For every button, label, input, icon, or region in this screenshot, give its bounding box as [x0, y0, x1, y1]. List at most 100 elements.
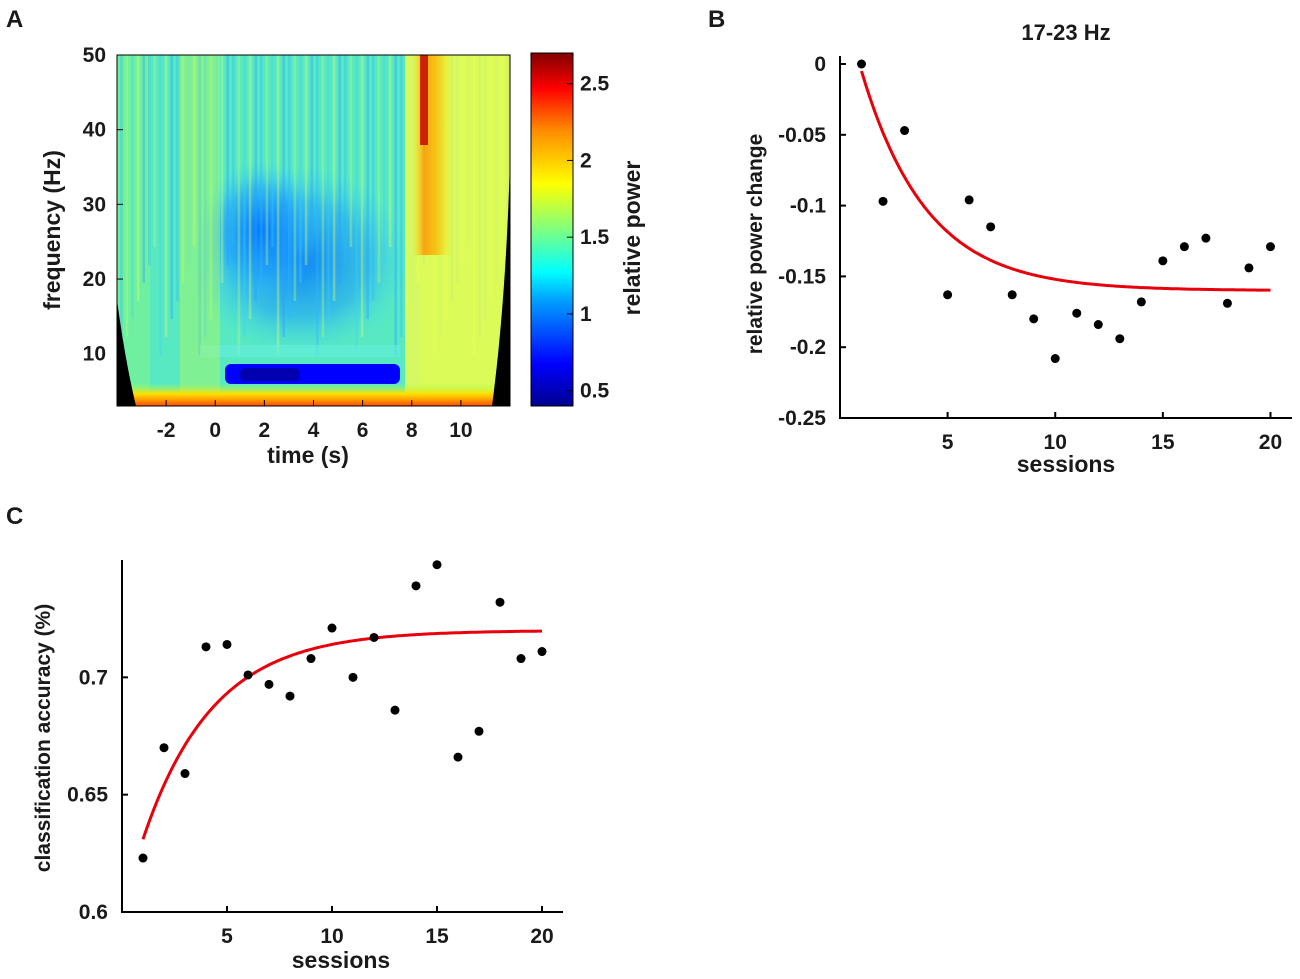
heatmap-y-tick-label: 50	[83, 44, 106, 67]
panel-label-c: C	[6, 503, 23, 530]
heatmap-x-tick-label: 10	[449, 419, 472, 442]
panel-c-axes	[121, 560, 563, 913]
panel-c-data-point	[180, 769, 190, 779]
colorbar	[530, 52, 574, 407]
panel-c-data-point	[159, 743, 169, 753]
panel-b-y-label: relative power change	[744, 134, 767, 355]
heatmap-texture-streak	[304, 55, 308, 265]
heatmap-texture-streak	[125, 55, 129, 337]
panel-c-data-point	[432, 560, 442, 570]
panel-b-fit-line	[860, 70, 1271, 292]
panel-c-data-point	[306, 654, 316, 664]
heatmap-texture-streak	[142, 55, 145, 283]
heatmap-y-tick-label: 30	[83, 193, 106, 216]
heatmap-texture-streak	[372, 55, 375, 301]
heatmap-x-tick-label: 4	[308, 419, 320, 442]
heatmap-x-label: time (s)	[267, 442, 349, 468]
panel-b-data-point	[1136, 297, 1146, 307]
panel-c-data-point	[222, 639, 232, 649]
panel-b-fit-curve	[860, 70, 1271, 292]
panel-c-x-tick-label: 15	[425, 925, 449, 948]
heatmap-texture-streak	[388, 55, 392, 247]
heatmap-texture-streak	[299, 55, 302, 283]
panel-c-y-label: classification accuracy (%)	[32, 604, 55, 872]
panel-c-data-point	[390, 705, 400, 715]
heatmap-texture-streak	[282, 55, 285, 337]
heatmap-texture-streak	[327, 55, 330, 319]
panel-b-data-point	[1050, 354, 1060, 364]
panel-b-data-point	[986, 222, 996, 232]
heatmap-texture-streak	[148, 55, 151, 265]
heatmap-texture-streak	[310, 55, 313, 247]
heatmap-texture-streak	[316, 55, 319, 355]
heatmap-texture-streak	[383, 55, 386, 265]
colorbar-tick-label: 0.5	[580, 380, 610, 403]
panel-b-title: 17-23 Hz	[1021, 20, 1110, 45]
heatmap-texture-streak	[220, 55, 224, 283]
panel-b-points	[857, 59, 1275, 364]
heatmap-x-tick-label: -2	[157, 419, 176, 442]
heatmap-texture-streak	[215, 55, 218, 301]
colorbar-tick-label: 1.5	[580, 226, 610, 249]
heatmap-texture-streak	[176, 55, 179, 301]
panel-b-y-tick-label: -0.05	[778, 124, 826, 147]
heatmap-texture-streak	[332, 55, 336, 301]
heatmap-texture-streak	[360, 55, 364, 337]
panel-b-data-point	[857, 59, 867, 69]
panel-c-data-point	[495, 597, 505, 607]
panel-b-data-point	[900, 126, 910, 136]
heatmap-x-tick-label: 2	[259, 419, 271, 442]
panel-b-data-point	[1265, 242, 1275, 252]
panel-c-data-point	[243, 670, 253, 680]
panel-b-y-tick-label: -0.2	[790, 336, 826, 359]
heatmap-texture-streak	[181, 55, 185, 283]
heatmap-texture-streak	[204, 55, 207, 337]
heatmap-texture-streak	[248, 55, 252, 319]
panel-b-data-point	[1115, 334, 1125, 344]
heatmap-texture-streak	[377, 55, 381, 283]
panel-c-data-point	[327, 623, 337, 633]
panel-c-data-point	[474, 726, 484, 736]
panel-b-y-tick-label: -0.15	[778, 265, 826, 288]
colorbar-tick-label: 1	[580, 303, 592, 326]
panel-c-data-point	[348, 672, 358, 682]
heatmap-texture-streak	[321, 55, 325, 337]
panel-b-x-tick-label: 20	[1259, 431, 1282, 454]
heatmap-texture-streak	[394, 55, 397, 355]
panel-c-x-label: sessions	[292, 947, 390, 973]
heatmap-texture-streak	[159, 55, 162, 355]
panel-c-data-point	[285, 691, 295, 701]
heatmap-x-ticks: -2 0 2 4 6 8 10	[157, 400, 473, 442]
panel-c-y-tick-label: 0.65	[67, 784, 108, 807]
panel-b-data-point	[878, 196, 888, 206]
panel-c-data-point	[201, 642, 211, 652]
heatmap-texture-streak	[131, 55, 134, 319]
panel-b-x-label: sessions	[1017, 451, 1115, 477]
heatmap-texture-streak	[243, 55, 246, 337]
panel-b-data-point	[1244, 263, 1254, 273]
panel-c-scatter: 5 10 15 20 0.6 0.65 0.7 sessions classificatio…	[32, 560, 563, 973]
panel-c-x-tick-label: 10	[320, 925, 343, 948]
panel-c-data-point	[453, 752, 463, 762]
heatmap-texture-streak	[192, 55, 196, 247]
heatmap-texture-streak	[400, 55, 403, 337]
heatmap-texture-streak	[338, 55, 341, 283]
panel-c-data-point	[411, 581, 421, 591]
heatmap-texture-streak	[232, 55, 235, 247]
heatmap-texture-streak	[254, 55, 257, 301]
colorbar-ticks: 0.5 1 1.5 2 2.5	[567, 73, 610, 403]
heatmap-texture-streak	[366, 55, 369, 319]
panel-c-x-tick-label: 5	[221, 925, 233, 948]
panel-b-ticks: 5 10 15 20 0 -0.05 -0.1 -0.15 -0.2 -0.25	[778, 53, 1282, 454]
panel-b-data-point	[1179, 242, 1189, 252]
heatmap-texture-streak	[288, 55, 291, 319]
panel-b-y-tick-label: -0.25	[778, 407, 826, 430]
colorbar-label: relative power	[619, 161, 645, 316]
heatmap-texture-streak	[349, 55, 353, 247]
heatmap-y-ticks: 10 20 30 40 50	[83, 44, 123, 366]
heatmap-texture-streak	[276, 55, 280, 355]
heatmap-texture-streak	[120, 55, 123, 355]
panel-b-y-tick-label: 0	[814, 53, 826, 76]
heatmap-texture-streak	[344, 55, 347, 265]
heatmap-texture-streak	[153, 55, 157, 247]
